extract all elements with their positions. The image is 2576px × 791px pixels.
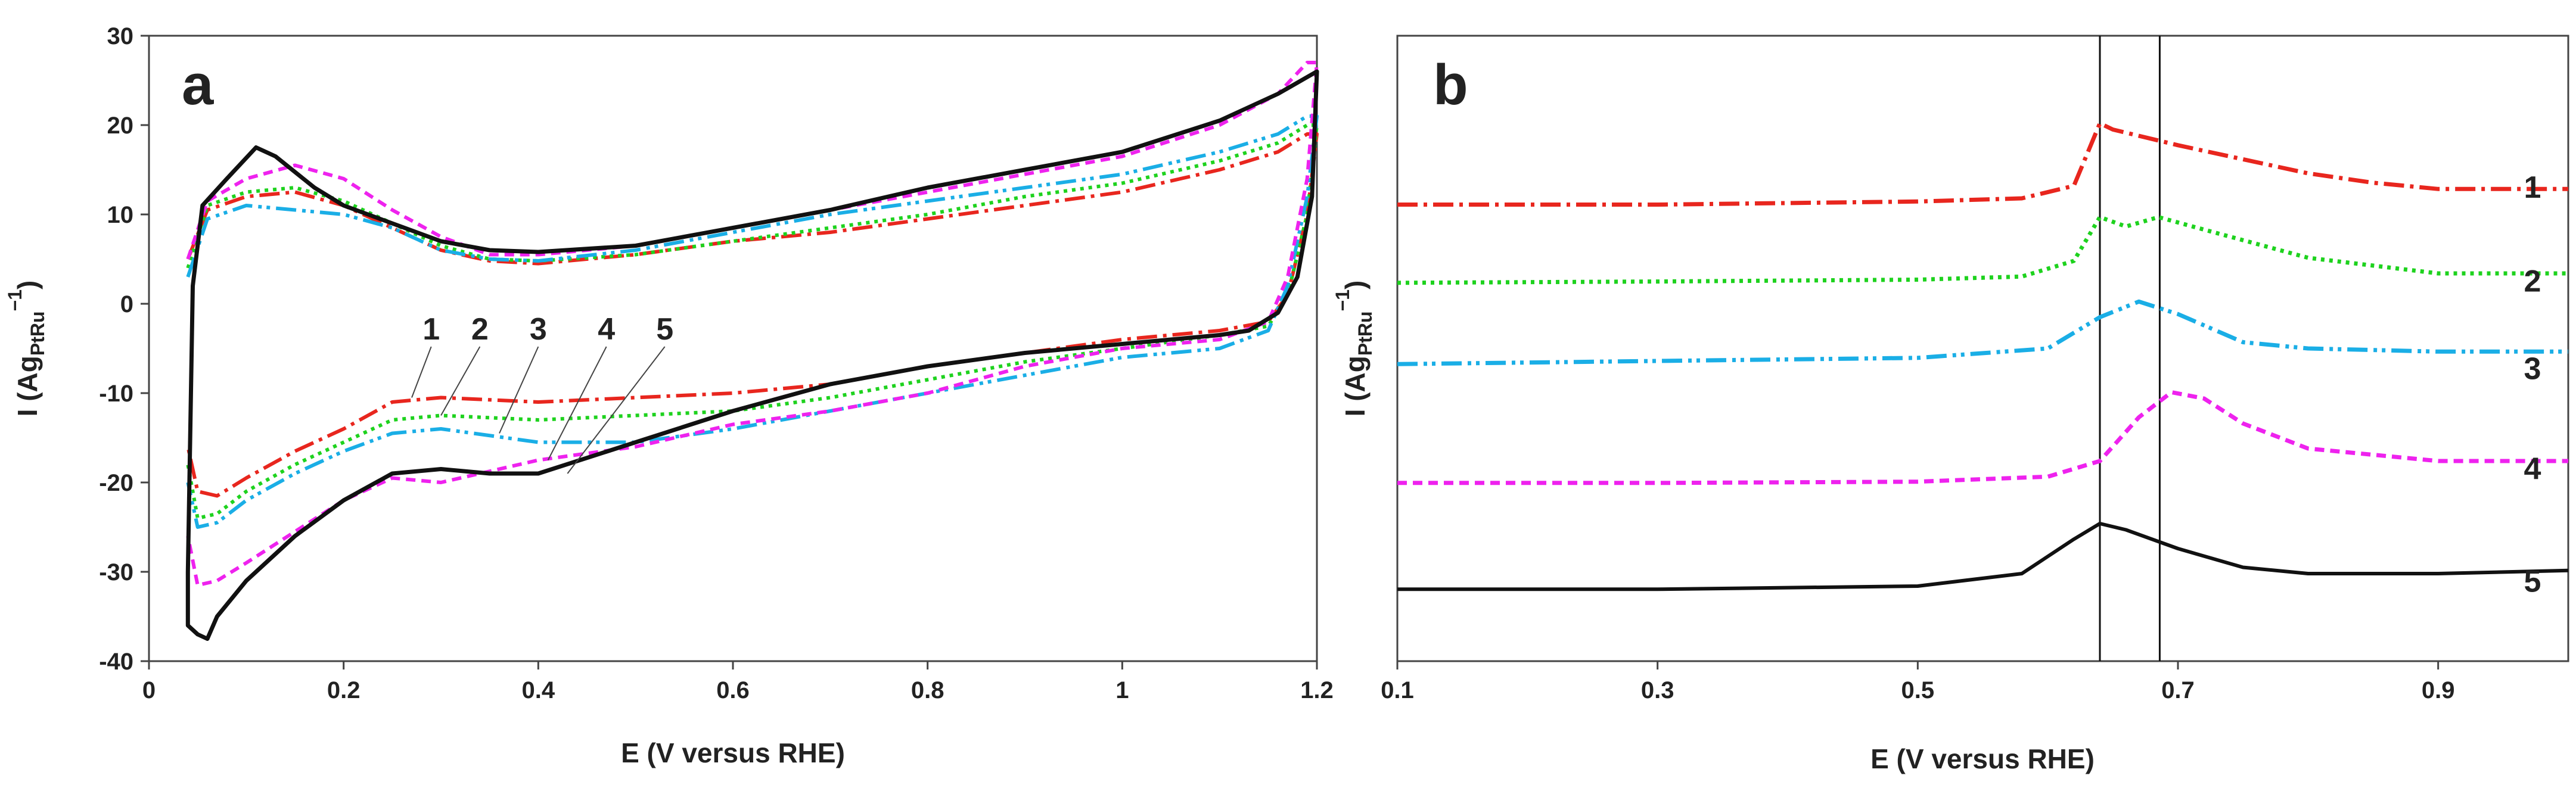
panel-a-series-2-line [186, 123, 1319, 520]
panel-a-x-tick-label: 0.8 [911, 677, 944, 703]
panel-a-x-ticks: 0 0.2 0.4 0.6 0.8 1 1.2 [142, 661, 1334, 703]
panel-a-series-4-line [186, 61, 1319, 587]
panel-b-curve-label: 4 [2524, 452, 2541, 487]
panel-b-series-5-line [1397, 522, 2569, 591]
panel-b-x-tick-label: 0.3 [1641, 677, 1674, 703]
panel-b-x-tick-label: 0.7 [2161, 677, 2195, 703]
panel-a-y-tick-label: -30 [99, 559, 133, 586]
panel-a-annotation-label: 5 [656, 312, 673, 347]
panel-b-series [1397, 121, 2569, 591]
panel-a-series-5-line [185, 69, 1319, 641]
panel-a-x-tick-label: 0 [142, 677, 156, 703]
panel-b-x-tick-label: 0.5 [1901, 677, 1935, 703]
panel-a-x-tick-label: 1.2 [1300, 677, 1334, 703]
panel-a-y-tick-label: 0 [120, 291, 133, 317]
panel-b-reference-lines [2099, 36, 2161, 661]
panel-a-y-tick-label: 30 [107, 23, 134, 49]
panel-a-annotation-label: 2 [471, 312, 489, 347]
panel-a-x-tick-label: 0.4 [522, 677, 555, 703]
panel-a-annotation-leader [547, 346, 607, 460]
panel-b-letter: b [1433, 53, 1468, 117]
panel-b-curve-label: 5 [2524, 565, 2541, 599]
panel-b-curve-label: 1 [2524, 170, 2541, 205]
panel-a-annotation-leader [499, 346, 539, 434]
panel-b-x-ticks: 0.1 0.3 0.5 0.7 0.9 [1381, 661, 2454, 703]
panel-b-series-3-line [1397, 299, 2568, 366]
panel-a-y-axis-label: I (AgPtRu−1) [4, 281, 48, 417]
panel-b-series-2-line [1397, 215, 2568, 285]
panel-b-series-1-line [1397, 121, 2568, 207]
panel-a-x-tick-label: 0.6 [716, 677, 750, 703]
panel-a-y-tick-label: -10 [99, 381, 133, 407]
panel-a-x-tick-label: 1 [1115, 677, 1129, 703]
panel-b-curve-label: 2 [2524, 264, 2541, 299]
panel-a-series [185, 61, 1319, 641]
panel-a-y-tick-label: 10 [107, 202, 134, 228]
panel-a-y-ticks: -40 -30 -20 -10 0 10 20 30 [99, 23, 149, 675]
panel-b-series-4-line [1397, 390, 2568, 485]
panel-b: 0.1 0.3 0.5 0.7 0.9 1 2 3 4 5 b E (V versus RHE)… [1332, 35, 2569, 774]
panel-a-annotation-leader [411, 346, 432, 398]
panel-a-annotation-label: 1 [422, 312, 440, 347]
panel-b-curve-labels: 1 2 3 4 5 [2524, 170, 2541, 599]
panel-b-plot-area [1396, 35, 2569, 662]
panel-a-annotation-label: 3 [530, 312, 547, 347]
panel-a-x-tick-label: 0.2 [327, 677, 361, 703]
panel-b-curve-label: 3 [2524, 352, 2541, 387]
panel-b-y-axis-label: I (AgPtRu−1) [1332, 281, 1376, 417]
panel-b-x-tick-label: 0.1 [1381, 677, 1414, 703]
panel-a-y-tick-label: -40 [99, 649, 133, 675]
panel-b-x-tick-label: 0.9 [2422, 677, 2455, 703]
panel-a-y-tick-label: 20 [107, 113, 134, 139]
panel-a-y-tick-label: -20 [99, 470, 133, 496]
panel-a-annotation-leader [440, 346, 481, 416]
panel-a-x-axis-label: E (V versus RHE) [621, 737, 845, 768]
panel-a-annotation-label: 4 [598, 312, 615, 347]
panel-b-x-axis-label: E (V versus RHE) [1870, 743, 2095, 774]
panel-a-annotation-leader [567, 346, 666, 474]
panel-a-letter: a [182, 53, 214, 117]
